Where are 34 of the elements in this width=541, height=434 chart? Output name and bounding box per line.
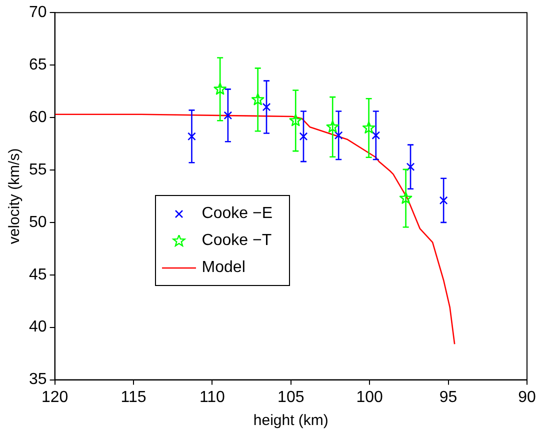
legend-label: Model xyxy=(202,258,246,277)
point xyxy=(262,102,271,112)
x-tick-label: 120 xyxy=(41,388,68,406)
point xyxy=(334,131,343,140)
point xyxy=(372,131,380,140)
x-tick-label: 95 xyxy=(439,388,458,406)
x-tick-label: 100 xyxy=(356,388,384,406)
x-tick-label: 115 xyxy=(120,388,146,406)
point xyxy=(326,120,339,132)
y-tick-label: 60 xyxy=(29,108,47,126)
point xyxy=(406,162,415,172)
x-axis-title: height (km) xyxy=(253,412,328,430)
point xyxy=(439,196,448,205)
x-tick-label: 105 xyxy=(278,388,304,406)
y-tick-label: 70 xyxy=(29,4,47,22)
y-tick-label: 65 xyxy=(29,56,47,74)
y-tick-label: 40 xyxy=(29,318,47,336)
point xyxy=(299,132,308,141)
y-tick-label: 45 xyxy=(29,266,47,284)
y-axis-title: velocity (km/s) xyxy=(6,148,24,244)
point xyxy=(214,82,226,95)
x-tick-label: 90 xyxy=(518,388,536,406)
point xyxy=(224,111,232,120)
point xyxy=(188,132,196,141)
y-tick-label: 35 xyxy=(29,371,47,388)
point xyxy=(399,192,412,204)
x-tick-label: 110 xyxy=(199,388,226,406)
legend-label: Cooke −E xyxy=(202,204,273,223)
y-tick-label: 50 xyxy=(29,214,47,231)
point xyxy=(251,93,264,106)
legend-label: Cooke −T xyxy=(202,232,272,250)
point xyxy=(289,114,302,126)
y-tick-label: 55 xyxy=(29,161,47,178)
point xyxy=(362,121,376,134)
